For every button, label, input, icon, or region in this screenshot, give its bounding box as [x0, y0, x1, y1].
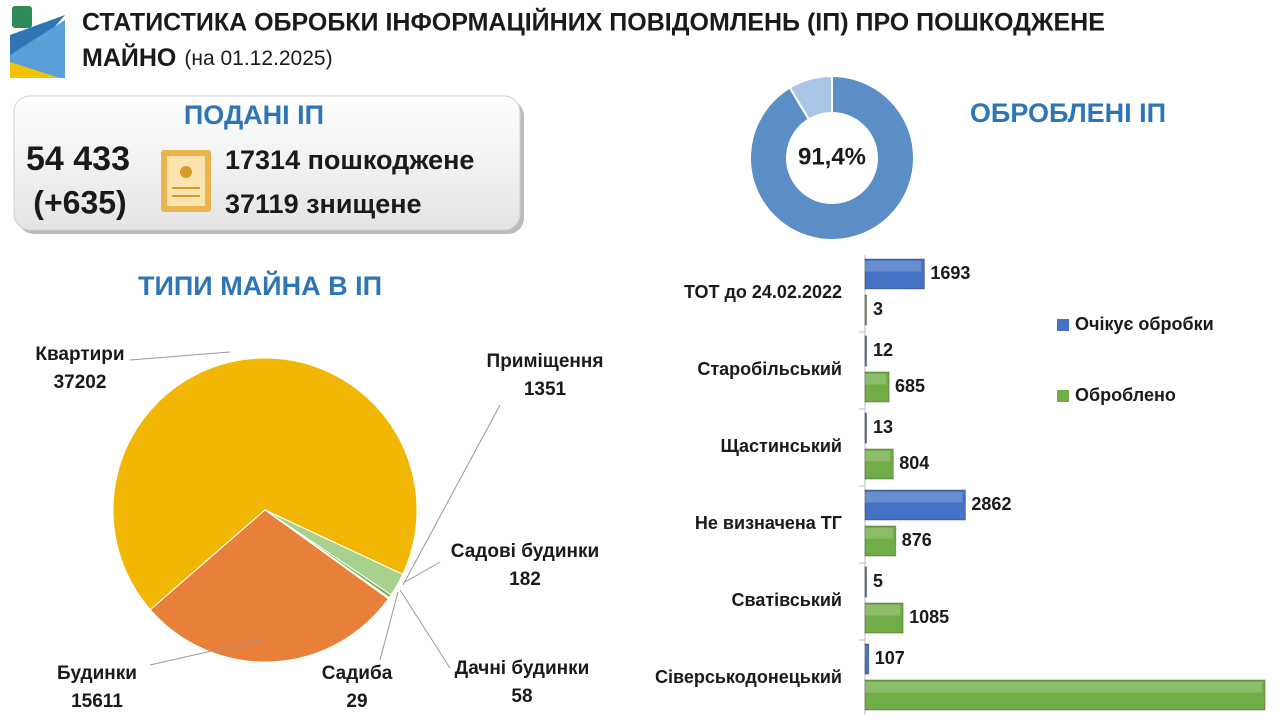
- leader-line: [404, 561, 441, 583]
- bar-value: 804: [899, 453, 929, 473]
- logo: [10, 6, 65, 78]
- bar: [864, 371, 890, 403]
- donut-label: 91,4%: [798, 143, 866, 170]
- bar-value: 5: [873, 571, 883, 591]
- date: (на 01.12.2025): [184, 47, 332, 70]
- leader-line: [399, 589, 451, 669]
- slice-value: 182: [509, 569, 541, 590]
- category-label: Щастинський: [720, 436, 842, 456]
- pie-slice: [149, 509, 390, 663]
- bar-shine: [865, 261, 922, 272]
- total: 54 433: [26, 140, 130, 178]
- leader-line: [379, 591, 399, 661]
- bar-value: 1085: [909, 607, 949, 627]
- leader-line: [129, 351, 231, 361]
- bar-shine: [865, 528, 893, 539]
- bar: [864, 525, 897, 557]
- bar-shine: [865, 492, 963, 503]
- bar-shine: [865, 682, 1262, 693]
- bar: [864, 643, 870, 675]
- slice-name: Садиба: [322, 663, 393, 684]
- title: МАЙНО (на 01.12.2025): [82, 42, 333, 72]
- bar-value: 107: [875, 648, 905, 668]
- bar-shine: [865, 605, 901, 616]
- donut-arc: [749, 74, 915, 241]
- summary-title: ПОДАНІ ІП: [184, 100, 324, 130]
- bar-value: 876: [902, 530, 932, 550]
- leader-line: [149, 639, 261, 666]
- summary-box: [13, 95, 521, 231]
- bar: [864, 679, 1266, 711]
- slice-value: 29: [346, 691, 367, 712]
- bar: [864, 412, 867, 444]
- bar: [864, 448, 894, 480]
- slice-name: Будинки: [57, 663, 137, 684]
- slice-value: 37202: [54, 372, 107, 393]
- slice-name: Дачні будинки: [455, 658, 590, 679]
- bar: [864, 294, 867, 326]
- slice-name: Квартири: [35, 344, 124, 365]
- leader-line: [402, 404, 501, 586]
- pie-slice: [112, 357, 418, 611]
- bar: [864, 335, 867, 367]
- slice-value: 1351: [524, 379, 567, 400]
- slice-value: 15611: [71, 691, 123, 712]
- damaged: 17314 пошкоджене: [225, 145, 474, 175]
- bar: [864, 566, 867, 598]
- category-label: Не визначена ТГ: [695, 513, 842, 533]
- title-part: МАЙНО: [82, 42, 176, 72]
- title: СТАТИСТИКА ОБРОБКИ ІНФОРМАЦІЙНИХ ПОВІДОМ…: [82, 7, 1105, 37]
- pie-title: ТИПИ МАЙНА В ІП: [138, 270, 382, 301]
- legend-swatch: [1057, 319, 1069, 331]
- bar-value: 3: [873, 299, 883, 319]
- bar-shine: [865, 646, 866, 657]
- bar: [864, 602, 904, 634]
- category-label: Сіверськодонецький: [655, 667, 842, 687]
- bar-value: 685: [895, 376, 925, 396]
- legend-label: Оброблено: [1075, 385, 1176, 405]
- bar-shine: [865, 451, 891, 462]
- slice-value: 58: [511, 686, 532, 707]
- donut-title: ОБРОБЛЕНІ ІП: [970, 98, 1166, 128]
- bar-value: 12: [873, 340, 893, 360]
- slice-name: Приміщення: [487, 351, 604, 372]
- slice-name: Садові будинки: [451, 541, 599, 562]
- legend-label: Очікує обробки: [1075, 314, 1214, 334]
- bar-value: 13: [873, 417, 893, 437]
- donut-rest: [788, 74, 833, 121]
- bar: [864, 489, 966, 521]
- bar-shine: [865, 374, 887, 385]
- bar-value: 1693: [930, 263, 970, 283]
- category-label: ТОТ до 24.02.2022: [684, 282, 842, 302]
- destroyed: 37119 знищене: [225, 189, 422, 219]
- bar-value: 2862: [971, 494, 1011, 514]
- legend-swatch: [1057, 390, 1069, 402]
- category-label: Сватівський: [732, 590, 843, 610]
- category-label: Старобільський: [697, 359, 842, 379]
- bar: [864, 258, 925, 290]
- delta: (+635): [33, 184, 126, 220]
- document-icon: [161, 150, 211, 212]
